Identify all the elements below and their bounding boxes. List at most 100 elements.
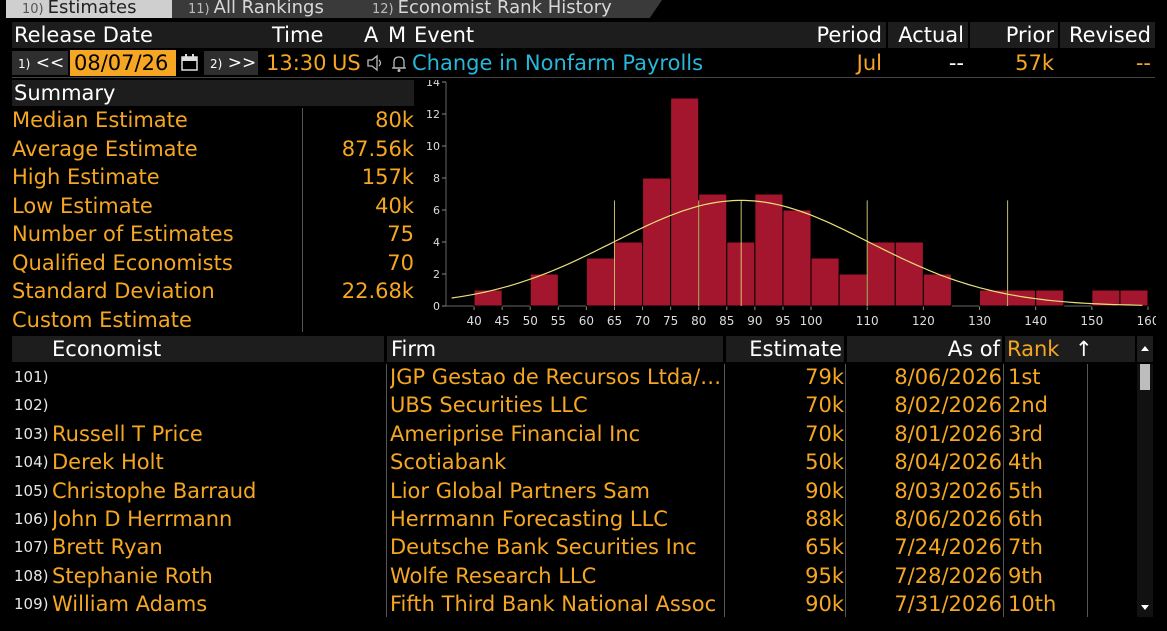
economist-name[interactable]: John D Herrmann [52,507,233,531]
speaker-icon[interactable] [364,50,386,76]
summary-value: 75 [387,222,414,246]
event-name[interactable]: Change in Nonfarm Payrolls [412,51,704,75]
x-tick-label: 90 [747,314,762,328]
y-tick-label: 8 [433,172,440,185]
firm-name[interactable]: JGP Gestao de Recursos Ltda/… [390,365,722,389]
estimate-value: 95k [805,563,844,588]
rank-value: 1st [1008,365,1041,389]
scroll-up-icon [1141,346,1149,351]
x-tick-label: 60 [579,314,594,328]
y-tick-label: 2 [433,268,440,281]
histogram-bar [473,289,503,307]
x-tick-label: 120 [912,314,935,328]
scrollbar-thumb[interactable] [1140,364,1150,390]
next-date-button[interactable]: 2) >> [204,51,258,75]
estimate-value: 79k [805,365,844,389]
col-estimate[interactable]: Estimate [726,336,844,362]
col-rank-label: Rank [1007,337,1060,361]
y-tick-label: 4 [433,236,440,249]
firm-name[interactable]: Lior Global Partners Sam [390,478,650,503]
header-period: Period [798,22,886,48]
tab-rank-history-label: Economist Rank History [397,0,612,18]
next-date-label: >> [227,53,257,73]
calendar-icon[interactable] [178,50,202,76]
row-number[interactable]: 107) [14,538,49,557]
histogram-bar [838,273,868,307]
prev-date-key: 1) [18,57,31,71]
row-number[interactable]: 103) [14,424,49,443]
firm-name[interactable]: Scotiabank [390,450,507,475]
row-number[interactable]: 105) [14,481,49,500]
summary-label: Qualified Economists [12,250,233,275]
prev-date-button[interactable]: 1) << [12,51,68,75]
table-scrollbar[interactable] [1137,364,1153,617]
tab-estimates[interactable]: 10) Estimates [6,0,184,18]
economist-name[interactable]: Brett Ryan [52,535,163,560]
header-revised: Revised [1060,22,1155,48]
firm-name[interactable]: Fifth Third Bank National Assoc [390,592,717,617]
row-number[interactable]: 109) [14,595,49,614]
firm-name[interactable]: Wolfe Research LLC [390,563,597,588]
release-date-input[interactable]: 08/07/26 [70,50,176,76]
row-number[interactable]: 102) [14,396,49,415]
summary-value: 87.56k [341,136,414,161]
row-number[interactable]: 101) [14,368,49,386]
col-firm[interactable]: Firm [387,336,723,362]
as-of-date: 8/02/2026 [894,393,1002,418]
firm-name[interactable]: Herrmann Forecasting LLC [390,507,668,531]
summary-label: High Estimate [12,165,160,189]
x-tick-label: 45 [495,314,510,328]
row-number[interactable]: 104) [14,453,49,472]
economist-name[interactable]: Derek Holt [52,450,164,475]
prev-date-label: << [35,53,65,73]
col-economist[interactable]: Economist [12,336,384,362]
histogram-bar [754,193,784,307]
x-tick-label: 75 [663,314,678,328]
rank-value: 9th [1008,563,1043,588]
normal-distribution-curve [451,199,1143,306]
histogram-bar [782,209,812,307]
firm-name[interactable]: UBS Securities LLC [390,393,588,418]
histogram-bar [922,273,952,307]
row-number[interactable]: 106) [14,510,49,528]
economist-name[interactable]: William Adams [52,592,208,617]
rank-value: 10th [1008,592,1057,617]
histogram-bar [810,257,840,307]
as-of-date: 7/24/2026 [894,535,1002,560]
header-actual: Actual [888,22,968,48]
summary-value: 22.68k [341,279,414,303]
x-tick-label: 130 [968,314,991,328]
x-tick-label: 150 [1080,314,1103,328]
scroll-down-icon[interactable] [1137,597,1153,617]
histogram-bar [1035,289,1065,307]
economist-name[interactable]: Stephanie Roth [52,563,213,588]
release-time: 13:30 [266,51,327,75]
rank-value: 6th [1008,507,1043,531]
col-rank[interactable]: Rank ↑ [1005,336,1135,362]
header-prior: Prior [970,22,1058,48]
row-number[interactable]: 108) [14,566,49,585]
x-tick-label: 65 [607,314,622,328]
tab-all-rankings[interactable]: 11) All Rankings [172,0,368,18]
release-region: US [332,51,361,75]
economist-name[interactable]: Christophe Barraud [52,478,257,503]
scroll-up-button[interactable] [1137,336,1153,362]
summary-label: Standard Deviation [12,279,215,303]
firm-name[interactable]: Ameriprise Financial Inc [390,421,641,446]
estimate-histogram: 0 2 4 6 8 10 12 14 40 45 50 55 60 65 70 75 80 85 90 95 100 11… [426,80,1156,328]
histogram-bar [979,289,1009,307]
economist-name[interactable]: Russell T Price [52,421,203,446]
summary-label: Median Estimate [12,108,188,132]
tab-estimates-num: 10) [22,2,44,17]
firm-name[interactable]: Deutsche Bank Securities Inc [390,535,697,560]
tab-economist-rank-history[interactable]: 12) Economist Rank History [356,0,662,18]
x-tick-label: 85 [719,314,734,328]
histogram-bar [670,97,700,307]
estimate-value: 88k [805,507,844,531]
bell-icon[interactable] [388,50,410,76]
release-revised: -- [1135,51,1151,75]
header-time: Time [262,22,364,48]
x-tick-label: 160 [1137,314,1156,328]
summary-label: Custom Estimate [12,307,192,332]
col-as-of[interactable]: As of [847,336,1002,362]
